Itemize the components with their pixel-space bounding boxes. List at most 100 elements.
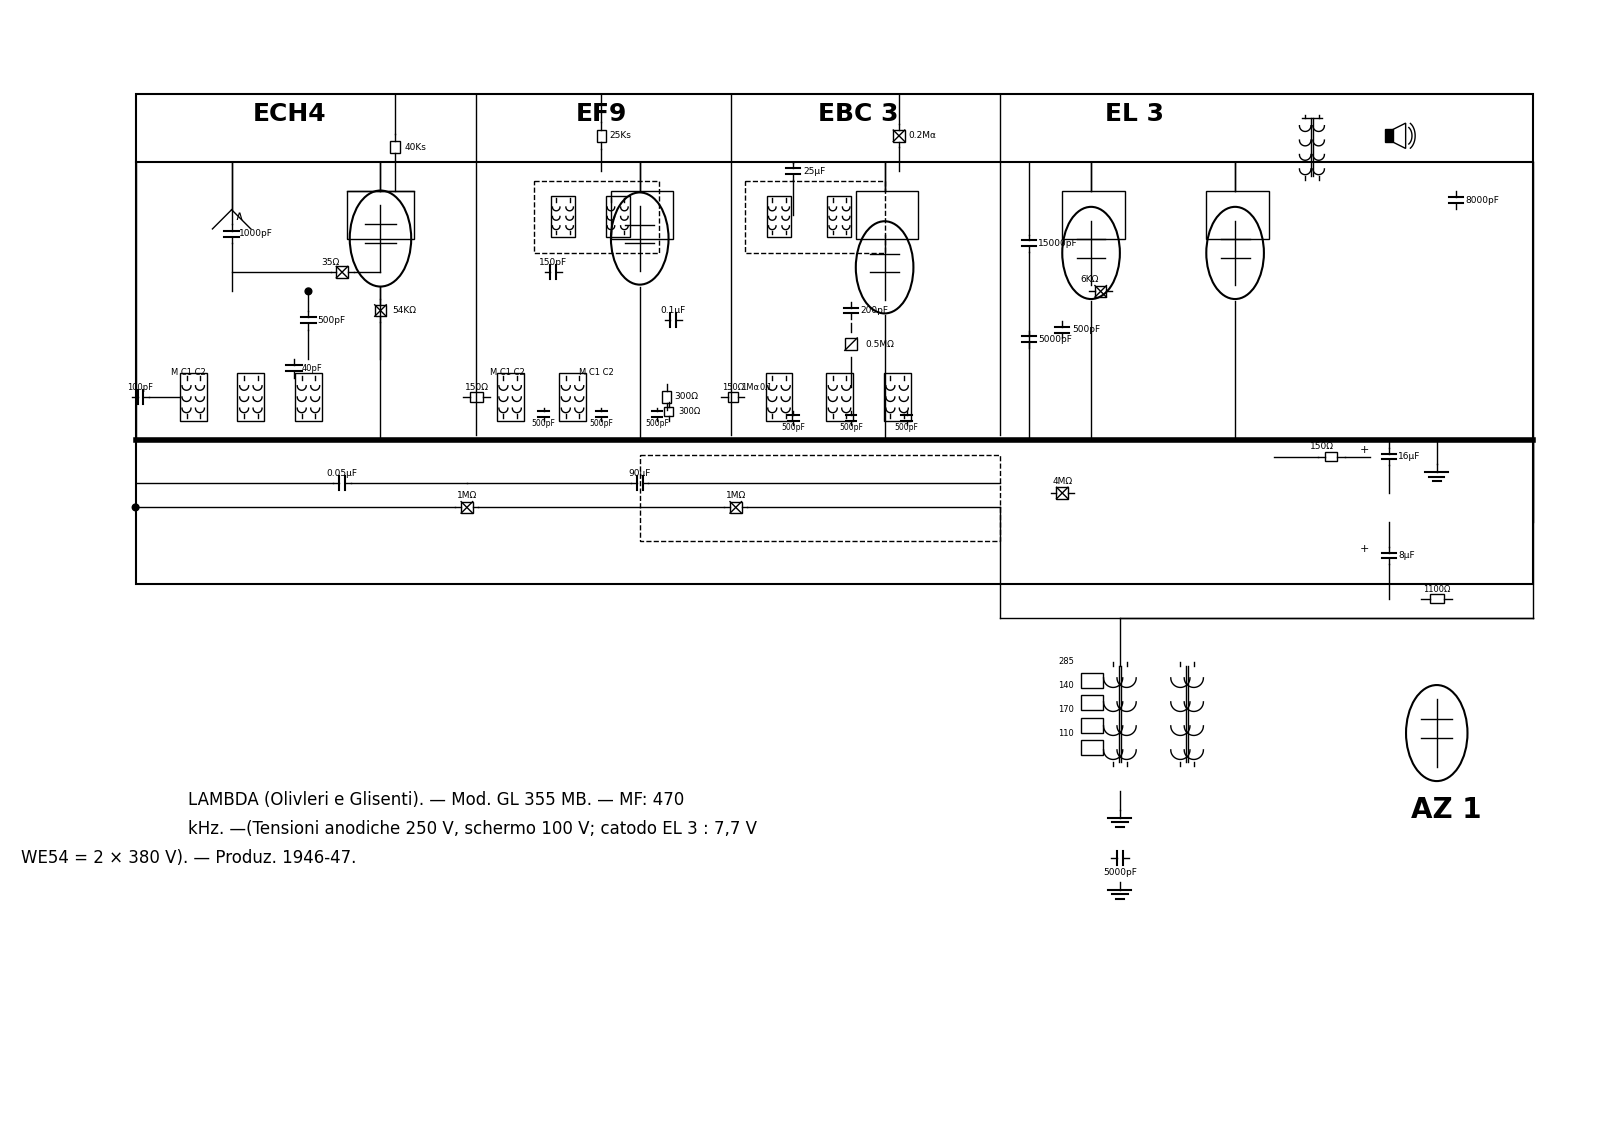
- Bar: [662, 391, 672, 403]
- Bar: [136, 95, 1533, 585]
- Text: 8μF: 8μF: [1398, 551, 1414, 560]
- Text: 0.05μF: 0.05μF: [326, 469, 357, 478]
- Text: 4MΩ: 4MΩ: [1053, 477, 1072, 486]
- Bar: [390, 141, 400, 154]
- Bar: [336, 267, 347, 278]
- Bar: [347, 190, 414, 239]
- Bar: [826, 373, 853, 421]
- Text: M C1 C2: M C1 C2: [171, 369, 206, 378]
- Text: 25μF: 25μF: [803, 166, 826, 175]
- Text: 0.5MΩ: 0.5MΩ: [866, 339, 894, 348]
- Bar: [470, 392, 483, 402]
- Text: 150pF: 150pF: [539, 258, 568, 267]
- Bar: [765, 373, 792, 421]
- Text: EF9: EF9: [576, 102, 627, 126]
- Text: 170: 170: [1058, 705, 1074, 714]
- Text: 40Ks: 40Ks: [405, 143, 426, 152]
- Text: 500pF: 500pF: [317, 316, 346, 325]
- Bar: [606, 197, 630, 236]
- Text: 200pF: 200pF: [861, 307, 888, 316]
- Circle shape: [133, 504, 139, 511]
- Bar: [856, 190, 918, 239]
- Text: 5000pF: 5000pF: [1038, 335, 1072, 344]
- Text: 54KΩ: 54KΩ: [392, 307, 416, 316]
- Bar: [746, 181, 885, 253]
- Bar: [558, 373, 586, 421]
- Bar: [1082, 740, 1102, 756]
- Bar: [1056, 487, 1069, 499]
- Bar: [179, 373, 206, 421]
- Text: 6KΩ: 6KΩ: [1080, 275, 1098, 284]
- Text: EL 3: EL 3: [1104, 102, 1163, 126]
- Text: +: +: [1360, 544, 1370, 554]
- Bar: [664, 407, 674, 416]
- Text: 500pF: 500pF: [894, 423, 918, 432]
- Text: LAMBDA (Olivleri e Glisenti). — Mod. GL 355 MB. — MF: 470: LAMBDA (Olivleri e Glisenti). — Mod. GL …: [189, 792, 685, 810]
- Text: 35Ω: 35Ω: [322, 258, 339, 267]
- Bar: [1430, 594, 1443, 604]
- Text: 150Ω: 150Ω: [464, 383, 488, 391]
- Text: kHz. —(Tensioni anodiche 250 V, schermo 100 V; catodo EL 3 : 7,7 V: kHz. —(Tensioni anodiche 250 V, schermo …: [189, 820, 757, 838]
- Text: +: +: [1360, 444, 1370, 455]
- Bar: [461, 502, 472, 513]
- Bar: [1094, 286, 1107, 297]
- Bar: [496, 373, 523, 421]
- Text: ∧: ∧: [235, 209, 243, 223]
- Text: 500pF: 500pF: [531, 420, 555, 429]
- Text: 500pF: 500pF: [838, 423, 862, 432]
- Text: 0.1μF: 0.1μF: [661, 307, 686, 316]
- Text: 500pF: 500pF: [781, 423, 805, 432]
- Bar: [294, 373, 322, 421]
- Bar: [1206, 190, 1269, 239]
- Bar: [1384, 129, 1394, 143]
- Text: EBC 3: EBC 3: [819, 102, 899, 126]
- Bar: [534, 181, 659, 253]
- Text: 500pF: 500pF: [1072, 326, 1099, 335]
- Text: 300Ω: 300Ω: [674, 392, 698, 402]
- Bar: [845, 338, 858, 351]
- Bar: [827, 197, 851, 236]
- Bar: [374, 304, 386, 317]
- Text: 0.1: 0.1: [760, 383, 773, 391]
- Bar: [597, 130, 606, 141]
- Text: 1100Ω: 1100Ω: [1422, 585, 1451, 594]
- Bar: [1062, 190, 1125, 239]
- Text: 140: 140: [1058, 681, 1074, 690]
- Circle shape: [306, 288, 312, 295]
- Bar: [1082, 673, 1102, 688]
- Text: 300Ω: 300Ω: [678, 407, 701, 416]
- Text: 1Mα: 1Mα: [741, 383, 760, 391]
- Text: 90μF: 90μF: [629, 469, 651, 478]
- Bar: [893, 130, 904, 141]
- Bar: [730, 502, 741, 513]
- Bar: [237, 373, 264, 421]
- Text: 8000pF: 8000pF: [1466, 196, 1499, 205]
- Text: 150Ω: 150Ω: [722, 383, 744, 391]
- Text: ECH4: ECH4: [253, 102, 326, 126]
- Text: 1MΩ: 1MΩ: [726, 491, 746, 500]
- Text: 25Ks: 25Ks: [610, 131, 630, 140]
- Text: 40pF: 40pF: [302, 364, 323, 373]
- Bar: [883, 373, 910, 421]
- Text: 500pF: 500pF: [645, 420, 669, 429]
- Text: 110: 110: [1058, 728, 1074, 737]
- Bar: [550, 197, 574, 236]
- Text: 500pF: 500pF: [589, 420, 613, 429]
- Bar: [1325, 451, 1338, 461]
- Text: 5000pF: 5000pF: [1102, 867, 1138, 877]
- Text: AZ 1: AZ 1: [1411, 796, 1482, 823]
- Text: 150Ω: 150Ω: [1309, 442, 1333, 451]
- Bar: [766, 197, 790, 236]
- Bar: [640, 455, 1000, 541]
- Bar: [611, 190, 674, 239]
- Text: 16μF: 16μF: [1398, 452, 1421, 461]
- Text: 1000pF: 1000pF: [240, 230, 274, 239]
- Text: M C1 C2: M C1 C2: [490, 369, 525, 378]
- Bar: [1082, 718, 1102, 733]
- Text: 0.2Mα: 0.2Mα: [909, 131, 936, 140]
- Text: 1MΩ: 1MΩ: [456, 491, 477, 500]
- Bar: [728, 392, 738, 402]
- Text: 15000pF: 15000pF: [1038, 239, 1078, 248]
- Bar: [1082, 694, 1102, 710]
- Text: M C1 C2: M C1 C2: [579, 369, 614, 378]
